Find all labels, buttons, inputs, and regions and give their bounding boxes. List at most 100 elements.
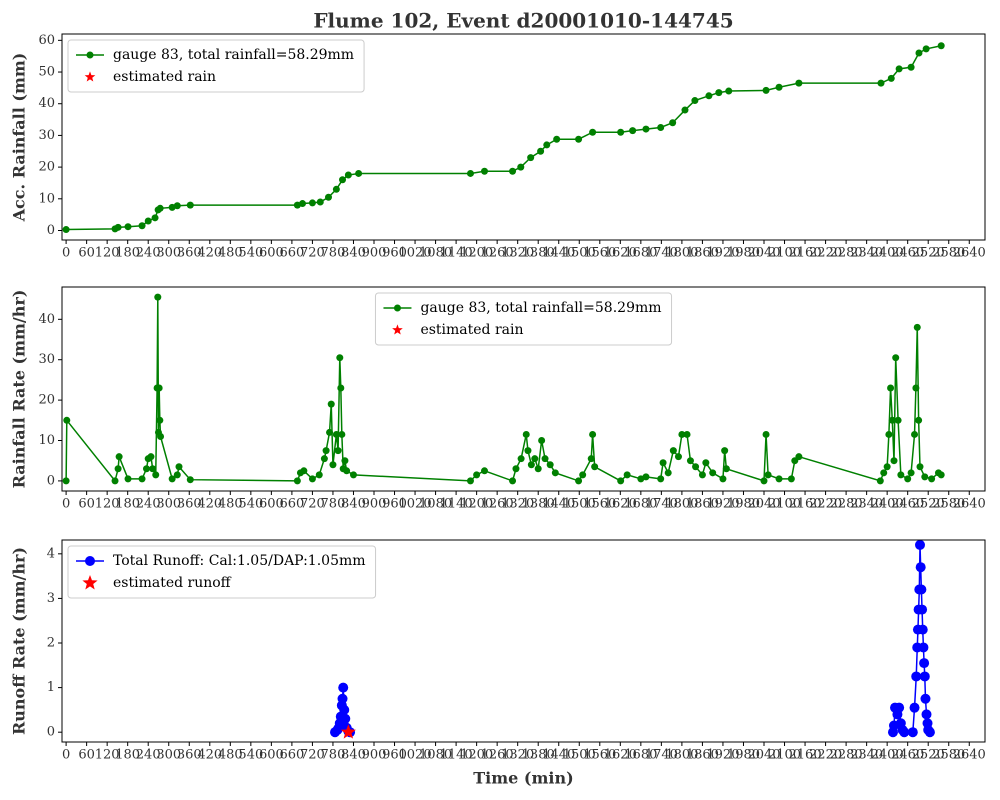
marker [764,471,772,479]
marker [522,430,530,438]
marker [553,135,561,143]
y-tick-label: 10 [38,191,55,206]
marker [473,471,481,479]
x-tick-label: 840 [341,497,366,512]
x-tick-label: 1020 [399,497,432,512]
marker [686,457,694,465]
x-tick-label: 960 [382,497,407,512]
marker [915,416,923,424]
x-tick-label: 2040 [747,246,780,261]
x-tick-label: 780 [321,748,346,763]
marker [657,123,665,131]
x-tick-label: 960 [382,748,407,763]
x-tick-label: 360 [177,497,202,512]
legend-box [67,39,365,93]
x-tick-label: 1860 [686,497,719,512]
x-tick-label: 0 [62,497,70,512]
x-tick-label: 1380 [522,497,555,512]
axes-frame [61,286,986,492]
legend-marker [84,71,96,82]
x-tick-label: 1020 [399,748,432,763]
x-tick-label: 780 [321,246,346,261]
marker [509,477,517,485]
marker [336,354,344,362]
x-tick-label: 2160 [789,497,822,512]
x-tick-label: 900 [362,246,387,261]
x-tick-label: 1260 [481,246,514,261]
marker [895,65,903,73]
y-tick-label: 40 [38,96,55,111]
x-tick-label: 2100 [768,246,801,261]
marker [722,465,730,473]
y-tick-label: 30 [38,352,55,367]
x-tick-label: 1200 [460,497,493,512]
x-tick-label: 1560 [583,748,616,763]
marker [762,86,770,94]
marker [534,465,542,473]
marker [911,430,919,438]
marker [705,92,713,100]
marker [531,455,539,463]
y-tick-label: 20 [38,393,55,408]
marker [877,79,885,87]
marker [719,475,727,483]
marker [917,624,928,635]
y-tick-label: 50 [38,65,55,80]
marker [674,453,682,461]
y-tick-label: 0 [47,473,55,488]
marker [326,428,334,436]
x-tick-label: 420 [197,246,222,261]
x-tick-label: 1920 [706,497,739,512]
x-tick-label: 1920 [706,748,739,763]
marker [669,447,677,455]
x-tick-label: 660 [279,246,304,261]
marker [551,469,559,477]
marker [149,465,157,473]
marker [517,455,525,463]
marker [919,671,930,682]
legend-label: estimated rain [420,322,523,338]
x-tick-label: 360 [177,246,202,261]
x-tick-label: 1080 [419,246,452,261]
x-tick-label: 1800 [665,246,698,261]
x-tick-label: 1860 [686,748,719,763]
marker [337,693,348,704]
x-tick-label: 1920 [706,246,739,261]
marker [466,169,474,177]
marker [546,461,554,469]
legend: Total Runoff: Cal:1.05/DAP:1.05mm estimat… [67,545,377,599]
legend-marker [392,324,403,335]
marker [343,467,351,475]
x-tick-label: 720 [300,497,325,512]
marker [912,384,920,392]
x-tick-label: 1380 [522,246,555,261]
marker [111,477,119,485]
marker [922,45,930,53]
marker [524,447,532,455]
x-tick-label: 2460 [891,497,924,512]
marker [114,465,122,473]
marker [299,200,306,208]
marker [340,713,351,724]
legend-label: estimated runoff [113,575,232,591]
x-tick-label: 1680 [624,246,657,261]
marker [589,430,597,438]
x-tick-label: 1680 [624,497,657,512]
marker [175,463,183,471]
y-axis-label: Acc. Rainfall (mm) [10,53,29,223]
marker [341,457,349,465]
x-tick-label: 180 [115,246,140,261]
marker [917,604,928,615]
series-line [65,297,942,483]
x-tick-label: 2400 [871,748,904,763]
x-tick-label: 300 [156,246,181,261]
x-tick-label: 1380 [522,748,555,763]
x-tick-label: 1440 [542,748,575,763]
marker [915,562,926,573]
x-tick-label: 1320 [501,497,534,512]
x-tick-label: 120 [95,246,120,261]
x-tick-label: 480 [218,748,243,763]
marker [918,642,929,653]
marker [138,222,146,230]
marker [885,430,893,438]
